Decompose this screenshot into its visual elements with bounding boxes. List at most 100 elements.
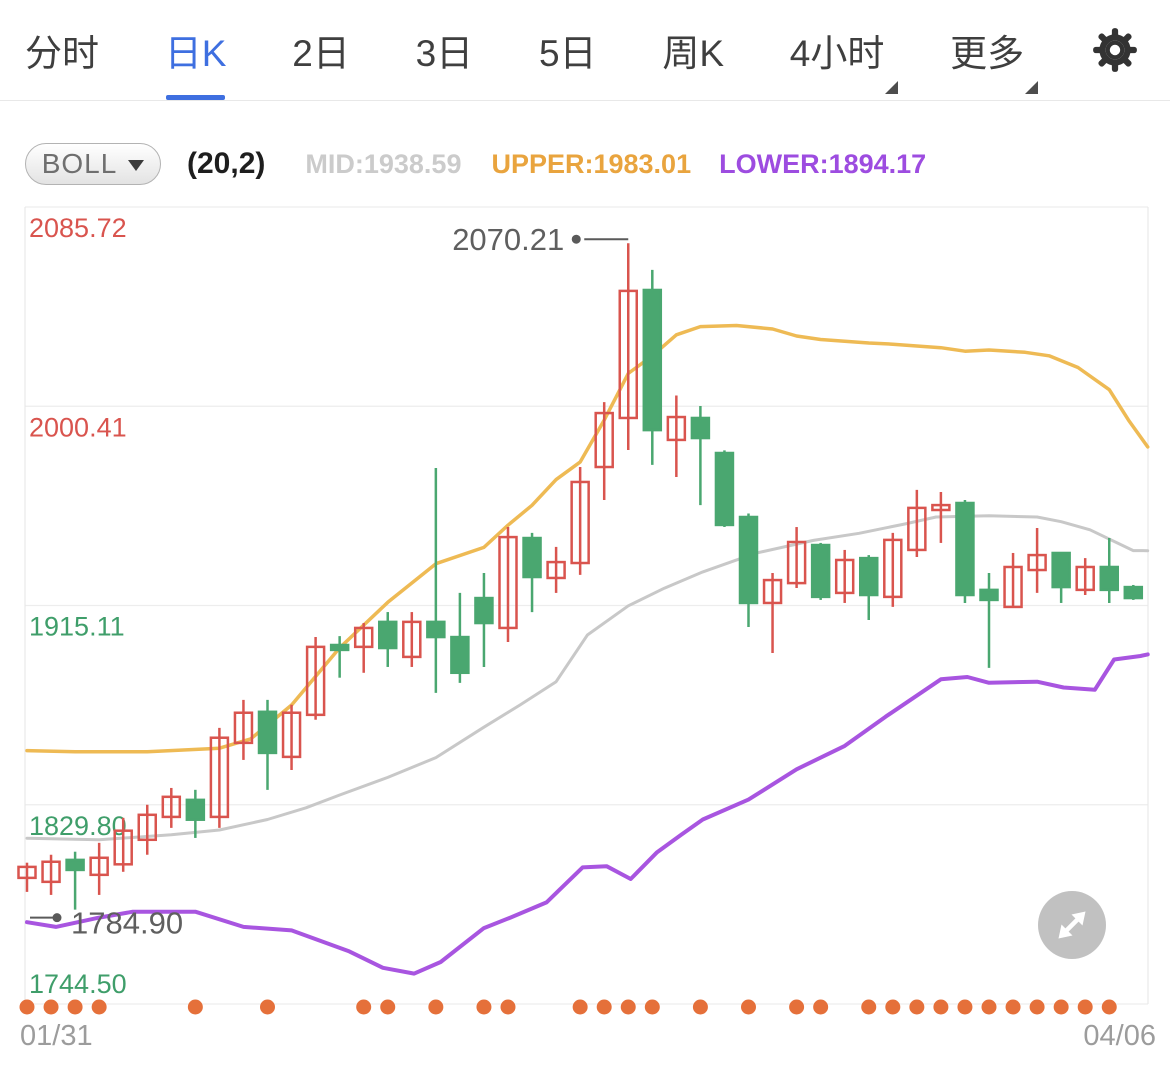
event-dot <box>909 999 925 1015</box>
annotation-dot <box>571 234 581 244</box>
candle-up <box>618 243 638 450</box>
candle-body <box>594 411 614 469</box>
candle-body <box>137 813 157 842</box>
candlestick-series <box>17 243 1144 910</box>
candle-down <box>1123 584 1144 600</box>
high-price-annotation: 2070.21 <box>452 222 629 257</box>
event-dot <box>1101 999 1117 1015</box>
candle-down <box>859 555 879 621</box>
tab-5日[interactable]: 5日 <box>538 33 597 74</box>
settings-button[interactable] <box>1090 0 1140 100</box>
event-dot <box>67 999 83 1015</box>
tab-4小时[interactable]: 4小时 <box>790 0 899 100</box>
event-dot <box>91 999 107 1015</box>
candle-up <box>209 727 230 828</box>
candle-body <box>1027 553 1047 572</box>
candle-up <box>1027 527 1047 593</box>
candle-body <box>1003 565 1023 609</box>
y-axis-label: 2000.41 <box>29 412 127 442</box>
tab-2日[interactable]: 2日 <box>292 33 350 74</box>
candle-body <box>233 711 254 745</box>
candle-down <box>522 532 542 613</box>
event-dot <box>981 999 997 1015</box>
candle-body <box>161 795 182 819</box>
tab-更多[interactable]: 更多 <box>950 0 1039 100</box>
candle-down <box>329 636 350 678</box>
candle-up <box>931 492 951 543</box>
event-dot <box>19 999 35 1015</box>
candle-down <box>65 851 85 910</box>
y-axis-label: 2085.72 <box>29 213 127 243</box>
event-dot <box>380 999 396 1015</box>
high-price-label: 2070.21 <box>452 222 564 257</box>
candle-body <box>907 506 927 552</box>
candle-body <box>89 856 109 877</box>
candle-up <box>113 817 133 872</box>
gear-icon <box>1093 28 1137 72</box>
event-dot <box>789 999 805 1015</box>
candle-body <box>570 480 590 565</box>
event-dot <box>43 999 59 1015</box>
event-dot <box>741 999 756 1015</box>
candle-up <box>353 623 374 673</box>
indicator-lower-value: LOWER:1894.17 <box>719 148 927 179</box>
tab-3日[interactable]: 3日 <box>415 33 474 74</box>
event-dot <box>1005 999 1021 1015</box>
tab-周K[interactable]: 周K <box>662 33 725 74</box>
candle-down <box>810 542 831 600</box>
event-dot <box>476 999 492 1015</box>
candle-down <box>1051 551 1071 603</box>
expand-diagonal-arrows-icon <box>1058 911 1086 939</box>
candle-body <box>402 620 422 659</box>
candle-body <box>883 538 903 599</box>
event-dot <box>1029 999 1045 1015</box>
candle-body <box>17 865 37 880</box>
candle-up <box>137 804 157 855</box>
candle-down <box>450 592 470 683</box>
candle-up <box>666 395 687 478</box>
candle-body <box>426 620 446 639</box>
candle-body <box>931 503 951 512</box>
tab-分时[interactable]: 分时 <box>25 33 99 74</box>
candle-down <box>1099 538 1119 603</box>
candle-up <box>498 527 518 642</box>
candle-up <box>883 532 903 607</box>
candle-body <box>859 556 879 597</box>
candle-down <box>955 499 975 603</box>
low-price-label: 1784.90 <box>71 906 183 941</box>
bollinger-mid-band <box>25 514 1150 842</box>
tab-日K[interactable]: 日K <box>165 0 226 100</box>
candle-body <box>257 710 278 755</box>
fullscreen-expand-button[interactable] <box>1038 891 1106 959</box>
candle-down <box>714 450 735 528</box>
annotation-dot <box>52 913 62 923</box>
indicator-selector-button[interactable]: BOLL <box>25 143 161 185</box>
candle-body <box>714 451 735 527</box>
candle-up <box>786 527 807 589</box>
candle-body <box>1099 565 1119 592</box>
candle-body <box>41 860 61 884</box>
chevron-down-icon <box>128 160 145 171</box>
event-dot <box>692 999 708 1015</box>
y-axis-label: 1915.11 <box>29 612 125 642</box>
candle-body <box>113 829 133 866</box>
candle-body <box>810 543 831 599</box>
candle-body <box>618 289 638 420</box>
candle-down <box>738 513 759 628</box>
candle-body <box>522 536 542 579</box>
bollinger-lower-band <box>25 652 1150 976</box>
event-dot <box>620 999 636 1015</box>
indicator-bar: BOLL (20,2) MID:1938.59 UPPER:1983.01 LO… <box>0 141 1170 187</box>
candle-body <box>65 858 85 872</box>
x-axis-end-date: 04/06 <box>1083 1020 1156 1052</box>
candle-body <box>281 711 302 759</box>
candle-up <box>17 862 37 892</box>
candle-body <box>690 416 711 440</box>
event-dot <box>933 999 949 1015</box>
event-dot <box>861 999 877 1015</box>
y-axis-label: 1744.50 <box>29 969 127 999</box>
indicator-params: (20,2) <box>187 147 266 180</box>
candle-body <box>738 515 759 605</box>
candle-body <box>353 626 374 649</box>
